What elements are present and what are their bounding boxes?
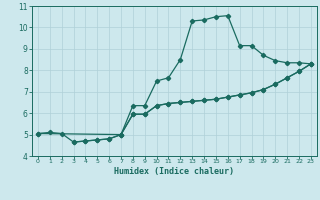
X-axis label: Humidex (Indice chaleur): Humidex (Indice chaleur) (115, 167, 234, 176)
